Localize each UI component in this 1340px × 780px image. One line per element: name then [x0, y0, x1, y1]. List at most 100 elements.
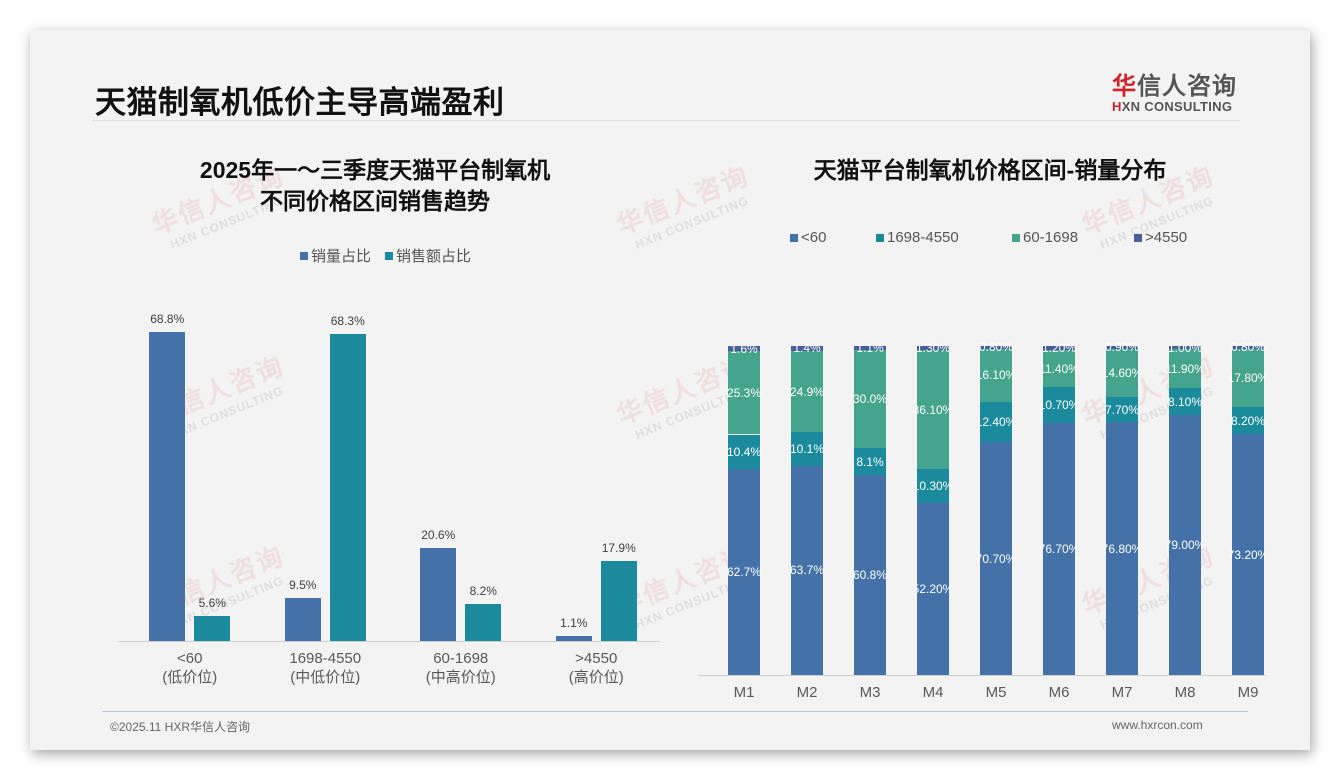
segment-label-clip: 14.60%	[1104, 365, 1140, 381]
x-axis-category-label: M8	[1174, 684, 1196, 701]
bar-segment	[980, 442, 1012, 675]
bar-segment	[1106, 422, 1138, 675]
category-range: <60	[177, 650, 203, 667]
legend-item: 销售额占比	[385, 245, 471, 266]
segment-label: 1.00%	[1167, 340, 1203, 355]
x-axis-category-label: M4	[922, 684, 944, 701]
x-axis-category-label: >4550 (高价位)	[536, 649, 656, 687]
x-axis-category-label: 60-1698 (中高价位)	[401, 649, 521, 687]
x-axis-category-label: M3	[859, 684, 881, 701]
segment-label: 24.9%	[789, 384, 825, 399]
left-bar-chart: 68.8% 5.6% <60 (低价位) 9.5% 68.3% 1698-4550 (中低价位…	[118, 300, 660, 700]
bar-segment	[917, 469, 949, 504]
segment-label: 73.20%	[1230, 547, 1266, 562]
legend-swatch-icon	[385, 251, 394, 260]
segment-label: 0.80%	[1230, 340, 1266, 355]
segment-label: 63.7%	[789, 563, 825, 578]
segment-label-clip: 60.8%	[852, 567, 888, 583]
legend-label: 1698-4550	[887, 229, 959, 246]
right-stacked-chart: 62.7% 10.4% 25.3% 1.6% M1 63.7% 10.1% 24.9% 1.4%…	[698, 300, 1266, 701]
segment-label-clip: 0.80%	[978, 339, 1014, 355]
segment-label-clip: 25.3%	[726, 385, 762, 401]
bar-segment	[854, 349, 886, 449]
segment-label-clip: 0.80%	[1230, 339, 1266, 355]
segment-label: 10.70%	[1041, 398, 1077, 413]
bar-segment	[1043, 387, 1075, 423]
bar-segment	[854, 474, 886, 675]
data-label: 68.8%	[150, 312, 185, 326]
stacked-bar	[1232, 346, 1264, 675]
category-tier: (低价位)	[162, 669, 218, 686]
category-range: 1698-4550	[289, 650, 362, 667]
segment-label-clip: 36.10%	[915, 402, 951, 418]
bar	[149, 332, 186, 641]
stacked-bar	[1169, 346, 1201, 675]
data-label: 8.2%	[469, 584, 497, 599]
segment-label: 1.1%	[856, 340, 884, 355]
legend-label: 60-1698	[1023, 229, 1079, 246]
segment-label: 25.3%	[726, 385, 762, 400]
segment-label-clip: 76.70%	[1041, 541, 1077, 557]
bar-segment	[1106, 396, 1138, 423]
segment-label-clip: 16.10%	[978, 367, 1014, 383]
segment-label-clip: 1.30%	[915, 340, 951, 356]
company-logo: 华信人咨询 HXN CONSULTING	[1112, 66, 1242, 114]
bar-segment	[917, 350, 949, 470]
segment-label: 10.1%	[789, 442, 825, 457]
x-axis-category-label: M5	[985, 684, 1007, 701]
footer-website: www.hxrcon.com	[1112, 718, 1203, 732]
segment-label: 14.60%	[1104, 365, 1140, 380]
bar	[194, 615, 231, 641]
data-label: 68.3%	[330, 314, 365, 329]
segment-label-clip: 10.4%	[726, 444, 762, 460]
segment-label: 0.90%	[1104, 340, 1140, 355]
legend-swatch-icon	[1134, 233, 1142, 242]
legend-item: <60	[790, 229, 876, 246]
bar-segment	[1043, 346, 1075, 350]
segment-label: 70.70%	[978, 551, 1014, 566]
legend-label: 销售额占比	[396, 248, 472, 265]
x-axis-category-label: M2	[796, 684, 818, 701]
legend-item: >4550	[1134, 229, 1214, 246]
category-tier: (中低价位)	[290, 669, 361, 686]
category-tier: (中高价位)	[425, 669, 496, 686]
bar-segment	[791, 432, 823, 466]
bar	[555, 636, 592, 641]
segment-label: 7.70%	[1104, 402, 1140, 417]
bar-segment	[1106, 348, 1138, 397]
footer-copyright: ©2025.11 HXR华信人咨询	[110, 720, 250, 734]
segment-label: 8.20%	[1230, 413, 1266, 428]
segment-label-clip: 10.1%	[789, 441, 825, 457]
segment-label-clip: 70.70%	[978, 551, 1014, 567]
segment-label: 11.90%	[1167, 361, 1203, 376]
segment-label-clip: 0.90%	[1104, 339, 1140, 355]
segment-label-clip: 1.00%	[1167, 340, 1203, 356]
segment-label-clip: 1.6%	[726, 341, 762, 357]
data-label: 20.6%	[421, 528, 456, 543]
x-axis-category-label: 1698-4550 (中低价位)	[265, 649, 385, 687]
x-axis-category-label: M6	[1048, 684, 1070, 701]
segment-label-clip: 11.40%	[1041, 361, 1077, 377]
segment-label-clip: 79.00%	[1167, 537, 1203, 553]
bar	[600, 560, 637, 641]
bar-segment	[791, 350, 823, 433]
segment-label-clip: 12.40%	[978, 414, 1014, 430]
stacked-bar	[791, 346, 823, 675]
page-title: 天猫制氧机低价主导高端盈利	[95, 85, 505, 120]
bar-segment	[1232, 407, 1264, 435]
segment-label: 36.10%	[915, 402, 951, 417]
legend-label: >4550	[1145, 229, 1188, 246]
segment-label: 8.1%	[856, 454, 884, 469]
footer-divider	[102, 711, 1248, 712]
bar-segment	[1232, 348, 1264, 408]
stacked-bar	[1106, 346, 1138, 675]
bar-segment	[791, 346, 823, 351]
segment-label: 17.80%	[1230, 370, 1266, 385]
segment-label-clip: 1.1%	[852, 340, 888, 356]
stacked-bar	[980, 346, 1012, 675]
category-range: 60-1698	[433, 650, 489, 667]
left-chart-title: 2025年一～三季度天猫平台制氧机 不同价格区间销售趋势	[199, 157, 551, 214]
segment-label: 79.00%	[1167, 538, 1203, 553]
segment-label: 52.20%	[915, 582, 951, 597]
bar-segment	[854, 448, 886, 475]
